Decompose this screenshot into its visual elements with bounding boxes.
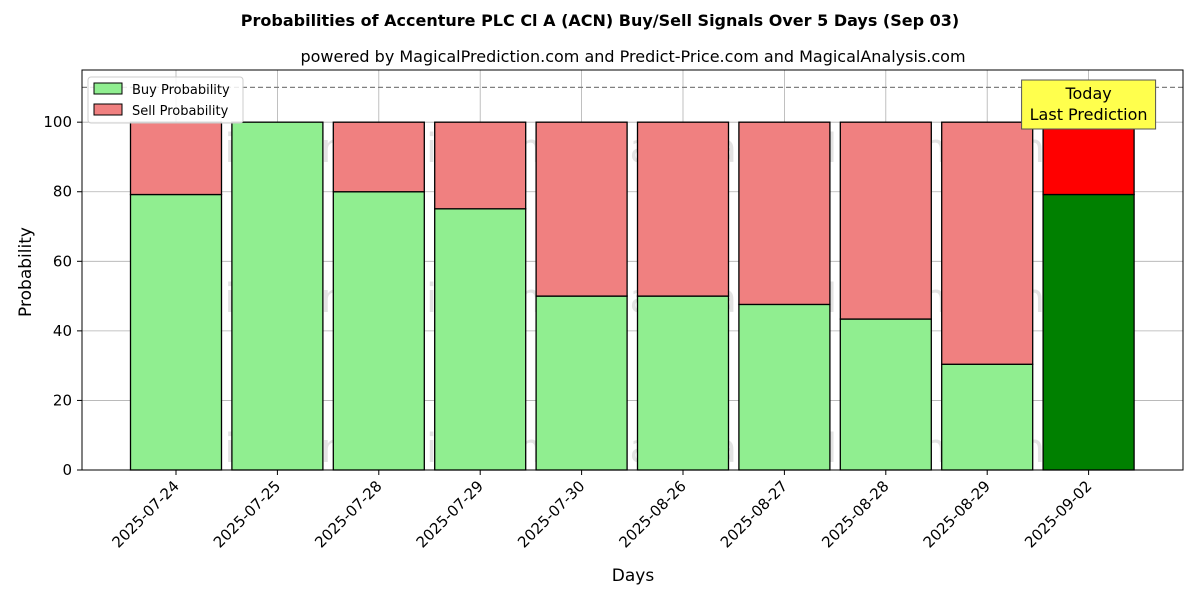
annotation-line-today: Today (1064, 84, 1111, 103)
y-tick-label: 80 (53, 183, 72, 201)
legend-label-sell: Sell Probability (132, 104, 229, 119)
plot-area: MagicalAnalysis.comMagicalPrediction.com… (43, 69, 1184, 551)
buy-bar (332, 191, 425, 471)
buy-bar (738, 303, 831, 471)
chart-title: Probabilities of Accenture PLC Cl A (ACN… (241, 11, 959, 30)
buy-bar (839, 318, 932, 471)
sell-bar (941, 121, 1034, 365)
sell-bar (636, 121, 730, 297)
y-tick-label: 100 (43, 113, 72, 131)
chart-subtitle: powered by MagicalPrediction.com and Pre… (300, 47, 965, 66)
x-tick-label: 2025-07-24 (108, 477, 182, 551)
x-tick-label: 2025-08-29 (920, 477, 994, 551)
buy-bar (535, 295, 628, 471)
buy-bar (636, 295, 730, 471)
annotation-box (1021, 79, 1157, 130)
buy-bar (434, 208, 527, 471)
x-tick-label: 2025-07-25 (210, 477, 284, 551)
x-tick-label: 2025-09-02 (1021, 477, 1095, 551)
y-axis-label: Probability (16, 227, 36, 317)
x-tick-label: 2025-08-26 (615, 477, 689, 551)
sell-bar (1042, 121, 1135, 196)
x-tick-label: 2025-07-29 (413, 477, 487, 551)
y-tick-label: 60 (53, 252, 72, 270)
buy-bar (129, 193, 223, 471)
today-annotation: Today Last Prediction (1021, 79, 1157, 130)
y-tick-label: 20 (53, 391, 72, 409)
legend-label-buy: Buy Probability (132, 83, 230, 98)
annotation-line-last-prediction: Last Prediction (1030, 105, 1148, 124)
x-tick-label: 2025-07-30 (514, 477, 588, 551)
legend-box (87, 76, 244, 124)
sell-bar (535, 121, 628, 297)
buy-bar (1042, 193, 1135, 471)
x-tick-label: 2025-07-28 (311, 477, 385, 551)
x-tick-label: 2025-08-27 (717, 477, 791, 551)
y-tick-label: 40 (53, 322, 72, 340)
sell-bar (434, 121, 527, 210)
sell-bar (129, 121, 223, 196)
legend: Buy Probability Sell Probability (87, 76, 244, 124)
buy-bar (231, 121, 324, 471)
plot-frame (81, 69, 1184, 471)
x-tick-label: 2025-08-28 (818, 477, 892, 551)
buy-bar (941, 363, 1034, 471)
sell-bar (738, 121, 831, 306)
legend-swatch-sell (93, 103, 123, 116)
sell-bar (332, 121, 425, 193)
legend-swatch-buy (93, 82, 123, 95)
x-axis-label: Days (612, 566, 655, 586)
y-tick-label: 0 (62, 461, 72, 479)
sell-bar (839, 121, 932, 320)
